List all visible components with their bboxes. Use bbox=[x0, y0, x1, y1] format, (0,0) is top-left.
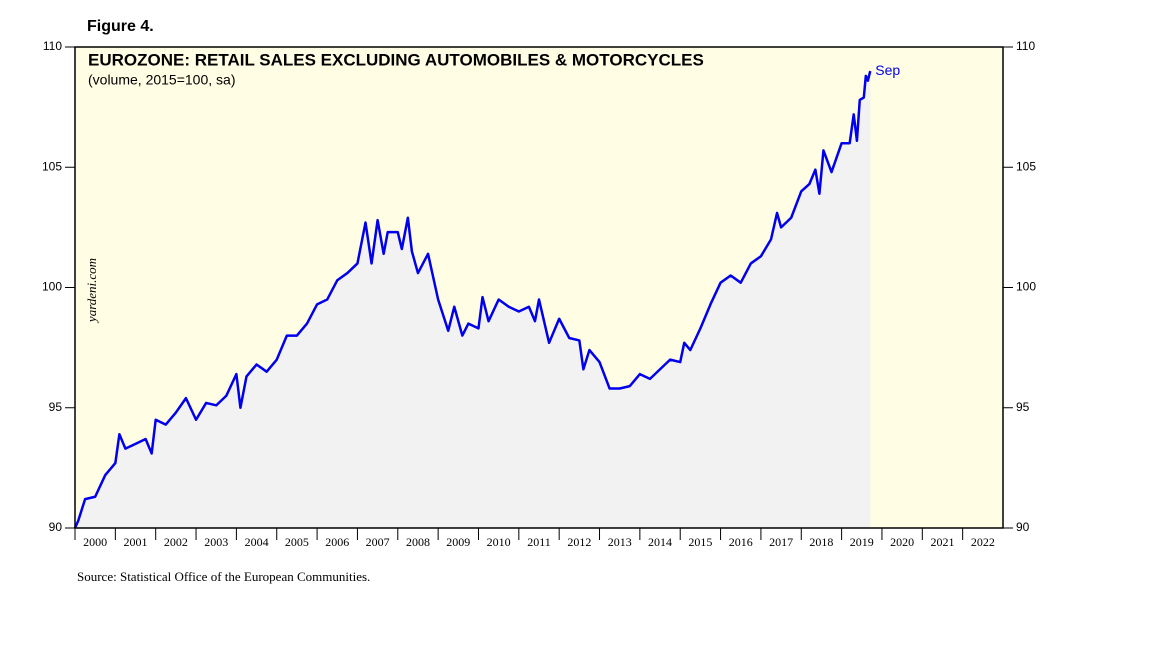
y-tick-label: 95 bbox=[49, 400, 63, 414]
x-tick-label: 2008 bbox=[406, 535, 430, 549]
x-tick-label: 2005 bbox=[285, 535, 309, 549]
y2-tick-label: 110 bbox=[1016, 39, 1035, 53]
x-tick-label: 2009 bbox=[446, 535, 470, 549]
x-tick-label: 2013 bbox=[608, 535, 632, 549]
x-tick-label: 2020 bbox=[890, 535, 914, 549]
area-fill bbox=[75, 71, 871, 529]
y2-tick-label: 90 bbox=[1016, 520, 1030, 534]
line bbox=[73, 70, 872, 529]
x-tick-label: 2000 bbox=[83, 535, 107, 549]
x-tick-label: 2016 bbox=[729, 535, 753, 549]
x-tick-label: 2017 bbox=[769, 535, 793, 549]
annotation: Sep bbox=[875, 62, 900, 78]
x-tick-label: 2018 bbox=[809, 535, 833, 549]
source: Source: Statistical Office of the Europe… bbox=[77, 569, 370, 584]
x-tick-label: 2006 bbox=[325, 535, 349, 549]
y2-tick-label: 95 bbox=[1016, 400, 1030, 414]
x-tick-label: 2004 bbox=[245, 535, 269, 549]
x-tick-label: 2010 bbox=[487, 535, 511, 549]
marks bbox=[73, 70, 872, 529]
y2-tick-label: 100 bbox=[1016, 280, 1036, 294]
x-tick-label: 2002 bbox=[164, 535, 188, 549]
x-tick-label: 2007 bbox=[366, 535, 390, 549]
y-tick-label: 105 bbox=[42, 159, 62, 173]
x-tick-label: 2001 bbox=[124, 535, 148, 549]
x-tick-label: 2011 bbox=[527, 535, 551, 549]
x-tick-label: 2021 bbox=[930, 535, 954, 549]
watermark: yardeni.com bbox=[84, 258, 99, 324]
x-tick-label: 2022 bbox=[971, 535, 995, 549]
y-tick-label: 90 bbox=[49, 520, 63, 534]
figure-label: Figure 4. bbox=[87, 18, 154, 35]
chart-title: EUROZONE: RETAIL SALES EXCLUDING AUTOMOB… bbox=[88, 50, 704, 69]
x-tick-label: 2015 bbox=[688, 535, 712, 549]
chart-subtitle: (volume, 2015=100, sa) bbox=[88, 72, 235, 88]
y-tick-label: 110 bbox=[43, 39, 62, 53]
x-tick-label: 2019 bbox=[850, 535, 874, 549]
x-tick-label: 2012 bbox=[567, 535, 591, 549]
x-tick-label: 2014 bbox=[648, 535, 672, 549]
y-tick-label: 100 bbox=[42, 280, 62, 294]
y2-tick-label: 105 bbox=[1016, 159, 1036, 173]
x-tick-label: 2003 bbox=[204, 535, 228, 549]
